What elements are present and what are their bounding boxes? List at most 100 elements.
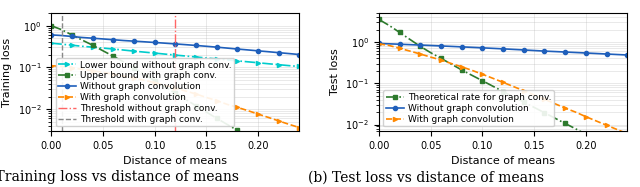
Theoretical rate for graph conv. [593,139,600,141]
Without graph convolution [561,51,569,53]
Lower bound without graph conv. [172,54,179,56]
Lower bound without graph conv. [47,42,55,44]
Theoretical rate for graph conv. [479,80,486,82]
With graph convolution [479,73,486,75]
With graph convolution [285,123,293,125]
Without graph convolution [551,50,559,53]
Lower bound without graph conv. [223,59,231,61]
Theoretical rate for graph conv. [458,69,465,71]
Without graph convolution [192,44,200,47]
Upper bound with graph conv. [244,135,252,138]
Without graph convolution [161,42,169,44]
Text: (a) Training loss vs distance of means: (a) Training loss vs distance of means [0,170,239,184]
With graph convolution [531,94,538,96]
Theoretical rate for graph conv. [603,144,611,146]
Without graph convolution [120,39,127,42]
With graph convolution [68,67,76,69]
Lower bound without graph conv. [161,53,169,55]
Legend: Lower bound without graph conv., Upper bound with graph conv., Without graph con: Lower bound without graph conv., Upper b… [56,58,234,126]
Upper bound with graph conv. [254,141,262,143]
Without graph convolution [593,52,600,55]
Text: (b) Test loss vs distance of means: (b) Test loss vs distance of means [308,170,543,184]
Lower bound without graph conv. [254,62,262,64]
Upper bound with graph conv. [109,55,117,57]
Upper bound with graph conv. [140,73,148,76]
Without graph convolution [234,48,241,50]
With graph convolution [593,120,600,122]
With graph convolution [47,65,55,67]
Theoretical rate for graph conv. [417,45,424,47]
Line: Without graph convolution: Without graph convolution [49,33,301,57]
Upper bound with graph conv. [192,105,200,107]
With graph convolution [437,59,445,61]
Without graph convolution [489,47,497,49]
Upper bound with graph conv. [130,67,138,69]
With graph convolution [130,77,138,79]
With graph convolution [223,103,231,105]
Without graph convolution [223,47,231,49]
Upper bound with graph conv. [78,39,86,41]
Line: With graph convolution: With graph convolution [377,42,629,136]
Lower bound without graph conv. [213,58,221,60]
Without graph convolution [613,53,621,56]
With graph convolution [244,109,252,112]
With graph convolution [572,111,579,113]
Lower bound without graph conv. [234,60,241,62]
Without graph convolution [296,53,303,56]
With graph convolution [520,90,527,92]
Line: Theoretical rate for graph conv.: Theoretical rate for graph conv. [377,17,629,157]
Upper bound with graph conv. [99,50,107,52]
Without graph convolution [520,49,527,51]
Lower bound without graph conv. [68,44,76,46]
With graph convolution [78,68,86,70]
Upper bound with graph conv. [223,123,231,125]
With graph convolution [202,96,210,99]
Without graph convolution [572,51,579,54]
With graph convolution [499,81,507,83]
With graph convolution [275,120,283,122]
Without graph convolution [151,41,159,44]
Theoretical rate for graph conv. [447,63,455,65]
With graph convolution [192,93,200,95]
With graph convolution [458,66,465,68]
Theoretical rate for graph conv. [406,38,414,41]
With graph convolution [161,84,169,87]
Upper bound with graph conv. [151,79,159,82]
With graph convolution [417,53,424,55]
Lower bound without graph conv. [151,52,159,54]
Theoretical rate for graph conv. [427,52,435,54]
With graph convolution [109,73,117,75]
Lower bound without graph conv. [58,43,65,45]
Legend: Theoretical rate for graph conv., Without graph convolution, With graph convolut: Theoretical rate for graph conv., Withou… [383,90,554,126]
Without graph convolution [213,46,221,48]
Without graph convolution [89,37,97,39]
Upper bound with graph conv. [275,153,283,155]
With graph convolution [489,77,497,79]
With graph convolution [58,65,65,68]
Theoretical rate for graph conv. [499,90,507,93]
Lower bound without graph conv. [89,46,97,48]
Without graph convolution [68,35,76,38]
Lower bound without graph conv. [99,47,107,49]
Without graph convolution [182,44,189,46]
Theoretical rate for graph conv. [582,133,589,135]
Theoretical rate for graph conv. [561,122,569,125]
With graph convolution [603,124,611,126]
With graph convolution [396,47,403,49]
With graph convolution [468,69,476,71]
With graph convolution [623,133,631,135]
Without graph convolution [275,52,283,54]
Theoretical rate for graph conv. [551,117,559,119]
Without graph convolution [47,34,55,36]
Lower bound without graph conv. [120,49,127,51]
With graph convolution [561,107,569,109]
With graph convolution [172,87,179,89]
Without graph convolution [99,38,107,40]
Upper bound with graph conv. [202,111,210,113]
With graph convolution [385,44,393,47]
Without graph convolution [172,43,179,45]
Y-axis label: Test loss: Test loss [330,49,340,95]
With graph convolution [182,90,189,92]
Without graph convolution [437,45,445,47]
Theoretical rate for graph conv. [572,128,579,130]
